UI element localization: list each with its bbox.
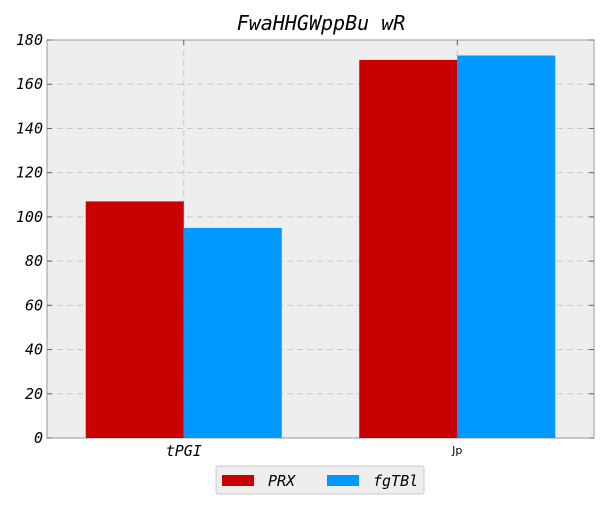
x-axis: tPGI Jp xyxy=(166,40,462,460)
y-axis: 0 20 40 60 80 100 120 140 160 180 xyxy=(16,31,594,447)
y-tick-label: 160 xyxy=(16,75,43,93)
x-tick-label: tPGI xyxy=(166,442,202,460)
bars xyxy=(85,55,556,439)
y-tick-label: 20 xyxy=(25,385,43,403)
legend-box xyxy=(215,465,425,495)
y-tick-label: 80 xyxy=(25,252,43,270)
y-tick-label: 140 xyxy=(16,119,43,137)
x-tick-label: Jp xyxy=(451,444,462,457)
y-tick-label: 60 xyxy=(25,296,43,314)
legend-label-prx: PRX xyxy=(268,472,296,490)
bar-fgtbl-jp xyxy=(457,55,556,438)
chart-title: FwaHHGWppBu wR xyxy=(237,11,406,35)
bar-prx-jp xyxy=(359,59,458,439)
legend-label-fgtbl: fgTBl xyxy=(373,472,418,490)
bar-prx-tpgi xyxy=(85,201,184,438)
y-tick-label: 100 xyxy=(16,208,43,226)
y-tick-label: 0 xyxy=(34,429,43,447)
legend-swatch-prx xyxy=(222,475,254,486)
y-tick-label: 120 xyxy=(16,164,43,182)
bar-fgtbl-tpgi xyxy=(183,227,282,438)
legend-swatch-fgtbl xyxy=(327,475,359,486)
y-tick-label: 180 xyxy=(16,31,43,49)
y-tick-label: 40 xyxy=(25,341,43,359)
legend: PRX fgTBl xyxy=(215,465,425,495)
